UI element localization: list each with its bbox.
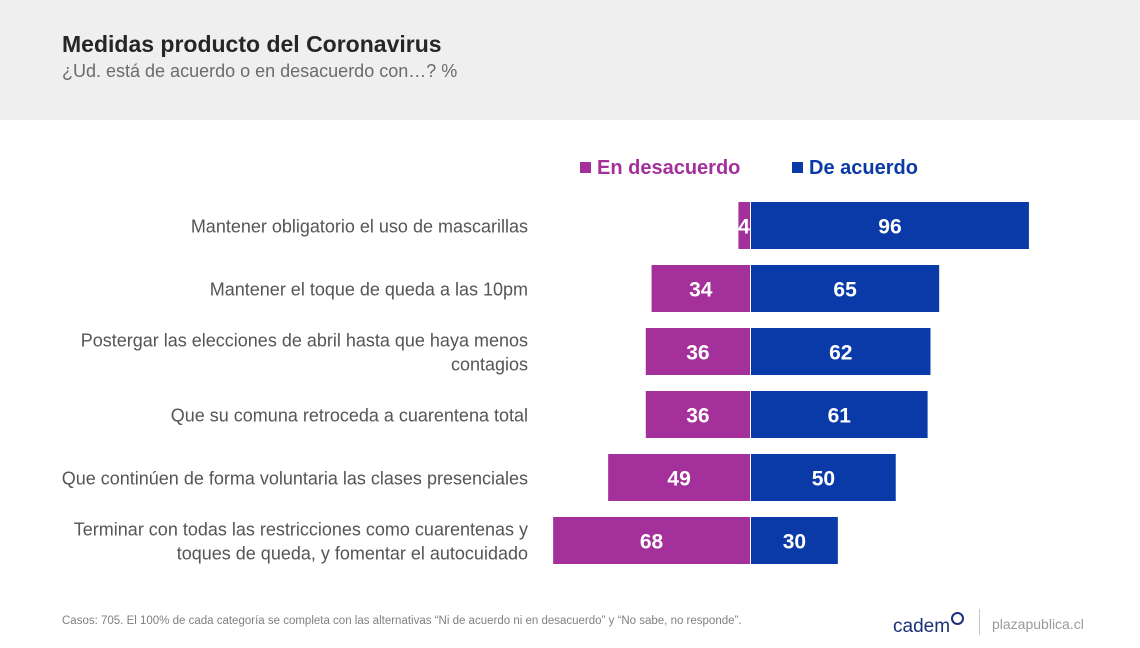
cadem-logo: cadem [893, 612, 965, 638]
chart-title: Medidas producto del Coronavirus [62, 31, 442, 57]
category-label: Que continúen de forma voluntaria las cl… [62, 469, 528, 489]
header-band: Medidas producto del Coronavirus ¿Ud. es… [0, 0, 1140, 120]
bar-en-desacuerdo [645, 391, 750, 438]
source-site: plazapublica.cl [992, 616, 1084, 632]
value-label-de-acuerdo: 96 [878, 216, 901, 239]
category-label: Mantener obligatorio el uso de mascarill… [191, 217, 528, 237]
logo-mark-icon [951, 612, 965, 625]
bar-en-desacuerdo [645, 328, 750, 375]
bar-de-acuerdo [751, 454, 896, 501]
value-label-de-acuerdo: 65 [833, 279, 857, 302]
bar-en-desacuerdo [738, 202, 750, 249]
legend-label-1: De acuerdo [809, 157, 918, 179]
value-label-en-desacuerdo: 36 [686, 342, 709, 365]
bar-de-acuerdo [751, 328, 931, 375]
legend-label-0: En desacuerdo [597, 157, 740, 179]
legend-swatch-1 [792, 162, 803, 173]
bar-de-acuerdo [751, 517, 838, 564]
category-label: Que su comuna retroceda a cuarentena tot… [171, 406, 528, 426]
bar-de-acuerdo [751, 265, 940, 312]
category-label: Terminar con todas las restricciones com… [74, 520, 528, 540]
logo-text: cadem [893, 616, 951, 637]
diverging-bar-chart: En desacuerdo De acuerdo Mantener obligato… [62, 157, 1029, 564]
value-label-en-desacuerdo: 36 [686, 405, 709, 428]
bar-en-desacuerdo [553, 517, 750, 564]
bar-en-desacuerdo [651, 265, 750, 312]
footer-divider [979, 609, 980, 635]
category-label: Postergar las elecciones de abril hasta … [81, 331, 528, 351]
value-label-en-desacuerdo: 4 [738, 216, 750, 239]
category-label: toques de queda, y fomentar el autocuida… [177, 544, 528, 564]
value-label-de-acuerdo: 62 [829, 342, 852, 365]
value-label-de-acuerdo: 30 [783, 531, 806, 554]
bar-en-desacuerdo [608, 454, 750, 501]
bar-de-acuerdo [751, 391, 928, 438]
legend-swatch-0 [580, 162, 591, 173]
category-label: contagios [451, 355, 528, 375]
footnote: Casos: 705. El 100% de cada categoría se… [62, 615, 742, 627]
value-label-en-desacuerdo: 68 [640, 531, 664, 554]
value-label-de-acuerdo: 61 [828, 405, 852, 428]
bar-de-acuerdo [751, 202, 1029, 249]
value-label-de-acuerdo: 50 [812, 468, 835, 491]
chart-subtitle: ¿Ud. está de acuerdo o en desacuerdo con… [62, 61, 458, 81]
value-label-en-desacuerdo: 49 [667, 468, 690, 491]
category-label: Mantener el toque de queda a las 10pm [210, 280, 528, 300]
value-label-en-desacuerdo: 34 [689, 279, 713, 302]
